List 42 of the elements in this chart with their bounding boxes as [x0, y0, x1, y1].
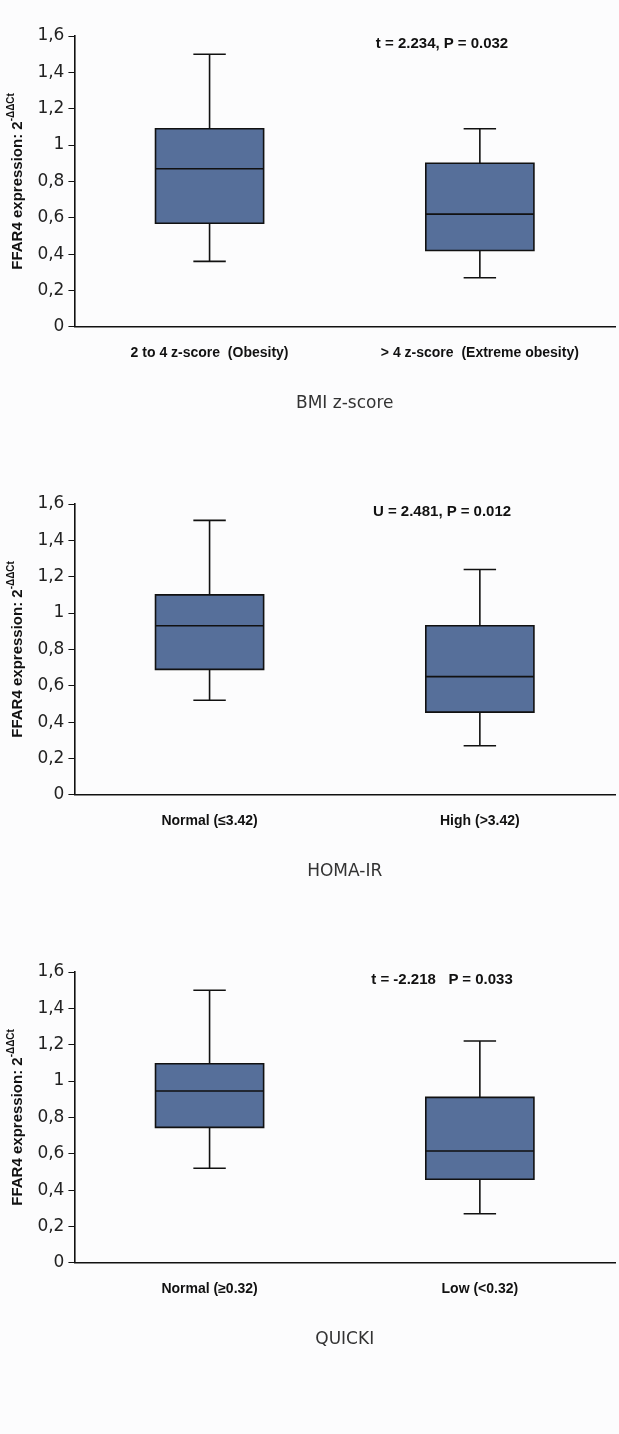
- y-tick-label: 0,6: [37, 674, 65, 695]
- y-tick-label: 1: [53, 1069, 65, 1090]
- y-tick-label: 1,4: [37, 996, 65, 1017]
- y-tick-label: 0,8: [37, 169, 65, 190]
- annotation: U = 2.481, P = 0.012: [372, 502, 512, 520]
- x-axis-title: HOMA-IR: [307, 860, 383, 881]
- y-tick-label: 0,8: [37, 637, 65, 658]
- x-tick-label: High (>3.42): [439, 812, 520, 829]
- y-tick-label: 1,2: [37, 565, 65, 586]
- y-tick-label: 1,6: [37, 960, 65, 981]
- y-tick-label: 0: [53, 783, 65, 804]
- x-tick-label: > 4 z-score (Extreme obesity): [380, 344, 579, 361]
- x-axis-title: QUICKI: [315, 1328, 375, 1349]
- x-tick-label: Low (<0.32): [441, 1280, 519, 1297]
- y-tick-label: 1,4: [37, 60, 65, 81]
- annotation: t = 2.234, P = 0.032: [375, 34, 509, 52]
- x-axis-title: BMI z-score: [295, 392, 394, 413]
- x-tick-label: Normal (≥0.32): [161, 1280, 258, 1297]
- y-tick-label: 0,6: [37, 206, 65, 227]
- y-axis-title: FFAR4 expression: 2-ΔΔCt: [4, 1028, 26, 1206]
- y-tick-label: 1,4: [37, 528, 65, 549]
- y-tick-label: 0,4: [37, 242, 65, 263]
- y-tick-label: 0,4: [37, 1178, 65, 1199]
- y-tick-label: 0,2: [37, 278, 65, 299]
- y-tick-label: 1,2: [37, 1033, 65, 1054]
- y-axis-title: FFAR4 expression: 2-ΔΔCt: [4, 92, 26, 270]
- y-tick-label: 0,4: [37, 710, 65, 731]
- y-tick-label: 0,6: [37, 1142, 65, 1163]
- annotation: t = -2.218 P = 0.033: [371, 970, 513, 988]
- y-tick-label: 1,6: [37, 24, 65, 45]
- y-tick-label: 1: [53, 133, 65, 154]
- y-tick-label: 1,6: [37, 492, 65, 513]
- y-tick-label: 0: [53, 1251, 65, 1272]
- y-tick-label: 0,2: [37, 1214, 65, 1235]
- y-tick-label: 0: [53, 315, 65, 336]
- y-tick-label: 1,2: [37, 97, 65, 118]
- x-tick-label: Normal (≤3.42): [161, 812, 258, 829]
- y-tick-label: 1: [53, 601, 65, 622]
- x-tick-label: 2 to 4 z-score (Obesity): [130, 344, 289, 361]
- y-axis-title: FFAR4 expression: 2-ΔΔCt: [4, 560, 26, 738]
- y-tick-label: 0,2: [37, 746, 65, 767]
- y-tick-label: 0,8: [37, 1105, 65, 1126]
